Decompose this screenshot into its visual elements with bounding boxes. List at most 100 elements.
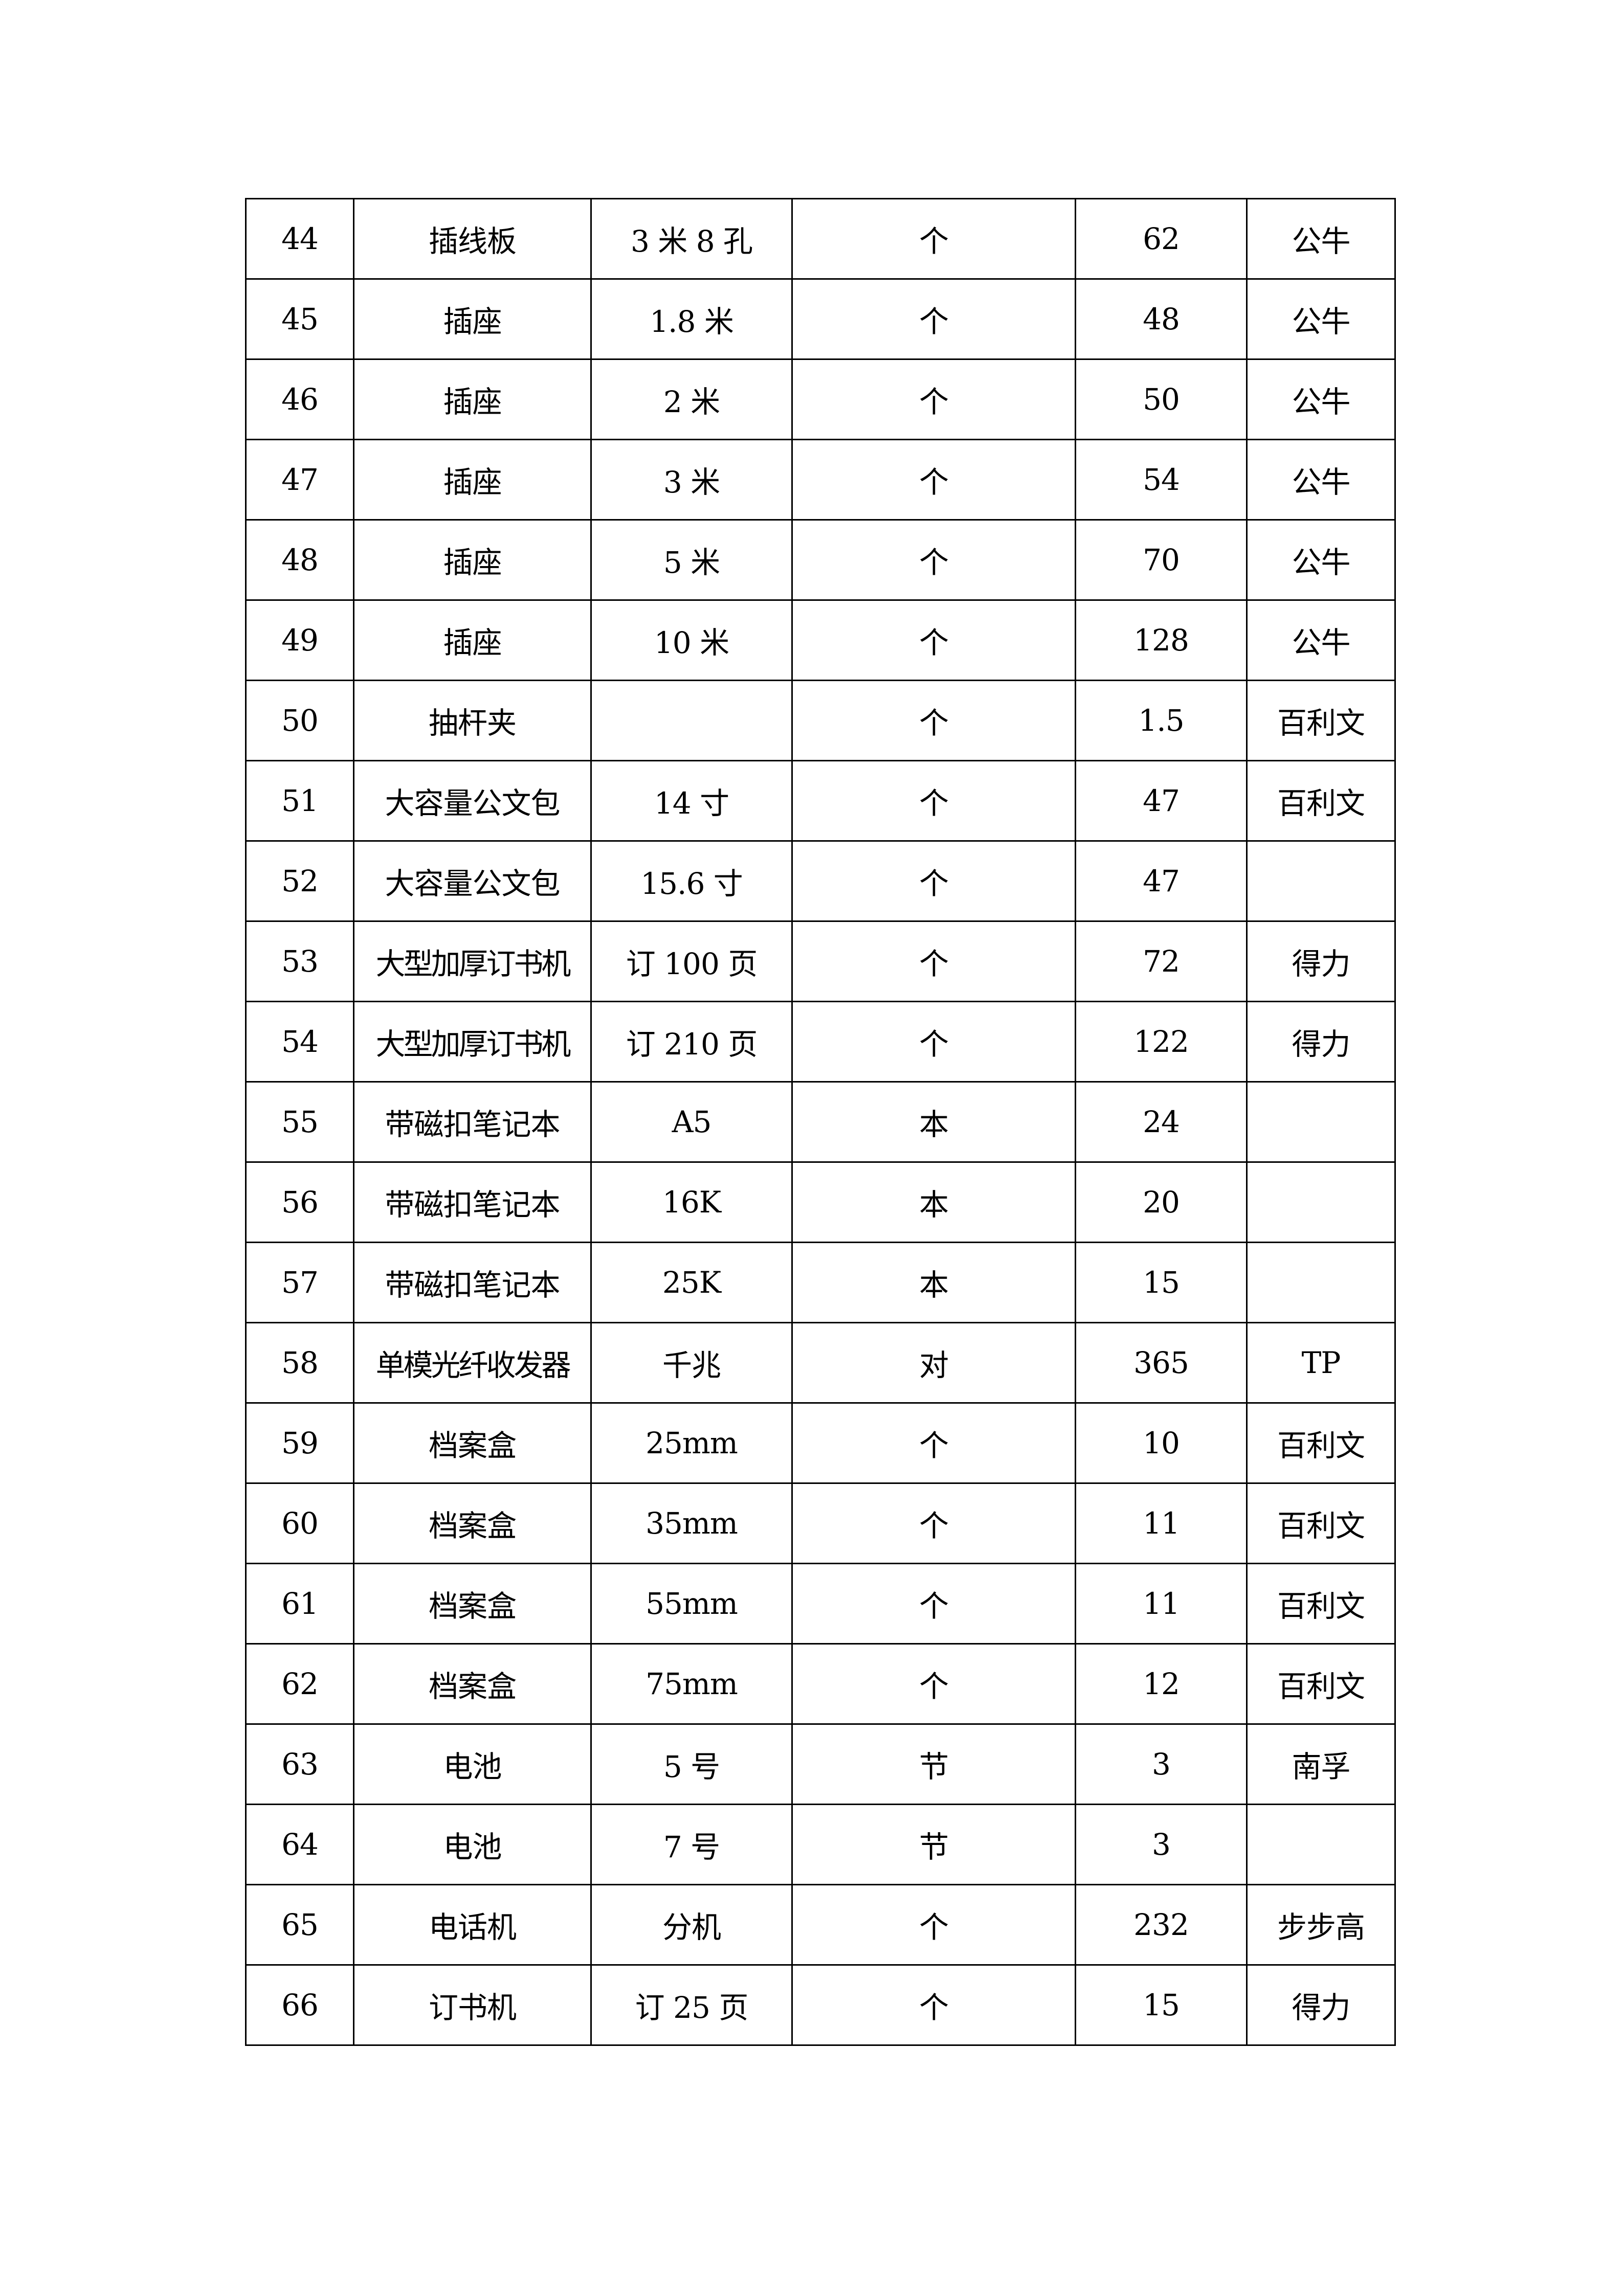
cell-spec: 5 米 xyxy=(590,519,793,601)
cell-spec: 1.8 米 xyxy=(590,278,793,360)
cell-name: 档案盒 xyxy=(353,1482,592,1564)
cell-price: 11 xyxy=(1075,1563,1248,1645)
cell-index: 54 xyxy=(245,1001,354,1083)
cell-index: 46 xyxy=(245,358,354,440)
cell-price: 20 xyxy=(1075,1161,1248,1243)
cell-index: 61 xyxy=(245,1563,354,1645)
table-row: 50 抽杆夹 个 1.5 百利文 xyxy=(245,680,1396,761)
cell-price: 54 xyxy=(1075,439,1248,521)
cell-name: 抽杆夹 xyxy=(353,680,592,761)
table-row: 56 带磁扣笔记本 16K 本 20 xyxy=(245,1161,1396,1243)
cell-name: 电话机 xyxy=(353,1884,592,1966)
table-row: 47 插座 3 米个 54 公牛 xyxy=(245,439,1396,521)
cell-name: 大容量公文包 xyxy=(353,760,592,842)
cell-spec: 千兆 xyxy=(590,1322,793,1404)
cell-brand: 公牛 xyxy=(1246,358,1396,440)
cell-brand: 公牛 xyxy=(1246,439,1396,521)
cell-price: 24 xyxy=(1075,1081,1248,1163)
cell-index: 66 xyxy=(245,1964,354,2046)
cell-brand: 百利文 xyxy=(1246,1563,1396,1645)
cell-name: 带磁扣笔记本 xyxy=(353,1161,592,1243)
cell-index: 58 xyxy=(245,1322,354,1404)
cell-index: 65 xyxy=(245,1884,354,1966)
cell-price: 72 xyxy=(1075,920,1248,1002)
cell-name: 带磁扣笔记本 xyxy=(353,1242,592,1323)
table-row: 63 电池 5 号节 3 南孚 xyxy=(245,1723,1396,1805)
cell-name: 插座 xyxy=(353,519,592,601)
cell-spec: 5 号 xyxy=(590,1723,793,1805)
cell-brand: 得力 xyxy=(1246,1964,1396,2046)
cell-brand: 公牛 xyxy=(1246,599,1396,681)
cell-index: 60 xyxy=(245,1482,354,1564)
cell-price: 12 xyxy=(1075,1643,1248,1725)
cell-index: 45 xyxy=(245,278,354,360)
cell-unit: 个 xyxy=(791,358,1076,440)
table-row: 60 档案盒 35mm 个 11 百利文 xyxy=(245,1482,1396,1564)
cell-price: 47 xyxy=(1075,760,1248,842)
cell-brand xyxy=(1246,1804,1396,1885)
cell-brand xyxy=(1246,840,1396,922)
cell-index: 44 xyxy=(245,198,354,280)
cell-unit: 本 xyxy=(791,1161,1076,1243)
table-row: 53 大型加厚订书机订 100 页个 72 得力 xyxy=(245,920,1396,1002)
cell-unit: 个 xyxy=(791,1482,1076,1564)
cell-spec: 3 米 xyxy=(590,439,793,521)
cell-price: 15 xyxy=(1075,1964,1248,2046)
cell-price: 48 xyxy=(1075,278,1248,360)
cell-index: 64 xyxy=(245,1804,354,1885)
cell-brand: 公牛 xyxy=(1246,278,1396,360)
cell-index: 52 xyxy=(245,840,354,922)
cell-unit: 个 xyxy=(791,198,1076,280)
cell-price: 50 xyxy=(1075,358,1248,440)
cell-brand xyxy=(1246,1242,1396,1323)
cell-spec: 55mm xyxy=(590,1563,793,1645)
cell-price: 232 xyxy=(1075,1884,1248,1966)
table-row: 57 带磁扣笔记本 25K 本 15 xyxy=(245,1242,1396,1323)
cell-unit: 个 xyxy=(791,1643,1076,1725)
cell-name: 插座 xyxy=(353,278,592,360)
table-row: 49 插座 10 米个 128 公牛 xyxy=(245,599,1396,681)
table-row: 45 插座 1.8 米个 48 公牛 xyxy=(245,278,1396,360)
cell-name: 订书机 xyxy=(353,1964,592,2046)
table-row: 66 订书机订 25 页个 15 得力 xyxy=(245,1964,1396,2046)
cell-index: 57 xyxy=(245,1242,354,1323)
cell-unit: 个 xyxy=(791,439,1076,521)
cell-index: 48 xyxy=(245,519,354,601)
cell-name: 插座 xyxy=(353,358,592,440)
cell-spec: 14 寸 xyxy=(590,760,793,842)
cell-name: 电池 xyxy=(353,1804,592,1885)
table-row: 44 插线板 3 米 8 孔个 62 公牛 xyxy=(245,198,1396,280)
cell-spec: 75mm xyxy=(590,1643,793,1725)
cell-index: 53 xyxy=(245,920,354,1002)
cell-name: 插线板 xyxy=(353,198,592,280)
cell-unit: 个 xyxy=(791,680,1076,761)
cell-brand: 公牛 xyxy=(1246,198,1396,280)
cell-brand: 百利文 xyxy=(1246,1482,1396,1564)
cell-unit: 个 xyxy=(791,278,1076,360)
cell-price: 128 xyxy=(1075,599,1248,681)
cell-unit: 个 xyxy=(791,1001,1076,1083)
cell-brand: 南孚 xyxy=(1246,1723,1396,1805)
table-row: 52 大容量公文包 15.6 寸个 47 xyxy=(245,840,1396,922)
cell-price: 122 xyxy=(1075,1001,1248,1083)
cell-brand xyxy=(1246,1161,1396,1243)
cell-unit: 个 xyxy=(791,1563,1076,1645)
table-row: 54 大型加厚订书机订 210 页个 122 得力 xyxy=(245,1001,1396,1083)
cell-index: 56 xyxy=(245,1161,354,1243)
cell-unit: 对 xyxy=(791,1322,1076,1404)
cell-spec: 15.6 寸 xyxy=(590,840,793,922)
table-row: 46 插座 2 米个 50 公牛 xyxy=(245,358,1396,440)
cell-unit: 个 xyxy=(791,1884,1076,1966)
cell-index: 63 xyxy=(245,1723,354,1805)
cell-name: 插座 xyxy=(353,599,592,681)
table-row: 65 电话机 分机个 232 步步高 xyxy=(245,1884,1396,1966)
table-row: 55 带磁扣笔记本 A5 本 24 xyxy=(245,1081,1396,1163)
table-row: 51 大容量公文包 14 寸个 47 百利文 xyxy=(245,760,1396,842)
cell-brand: TP xyxy=(1246,1322,1396,1404)
cell-name: 电池 xyxy=(353,1723,592,1805)
cell-spec: 订 25 页 xyxy=(590,1964,793,2046)
cell-brand: 百利文 xyxy=(1246,1402,1396,1484)
table-row: 58 单模光纤收发器 千兆对 365 TP xyxy=(245,1322,1396,1404)
cell-spec: 10 米 xyxy=(590,599,793,681)
cell-spec: 16K xyxy=(590,1161,793,1243)
